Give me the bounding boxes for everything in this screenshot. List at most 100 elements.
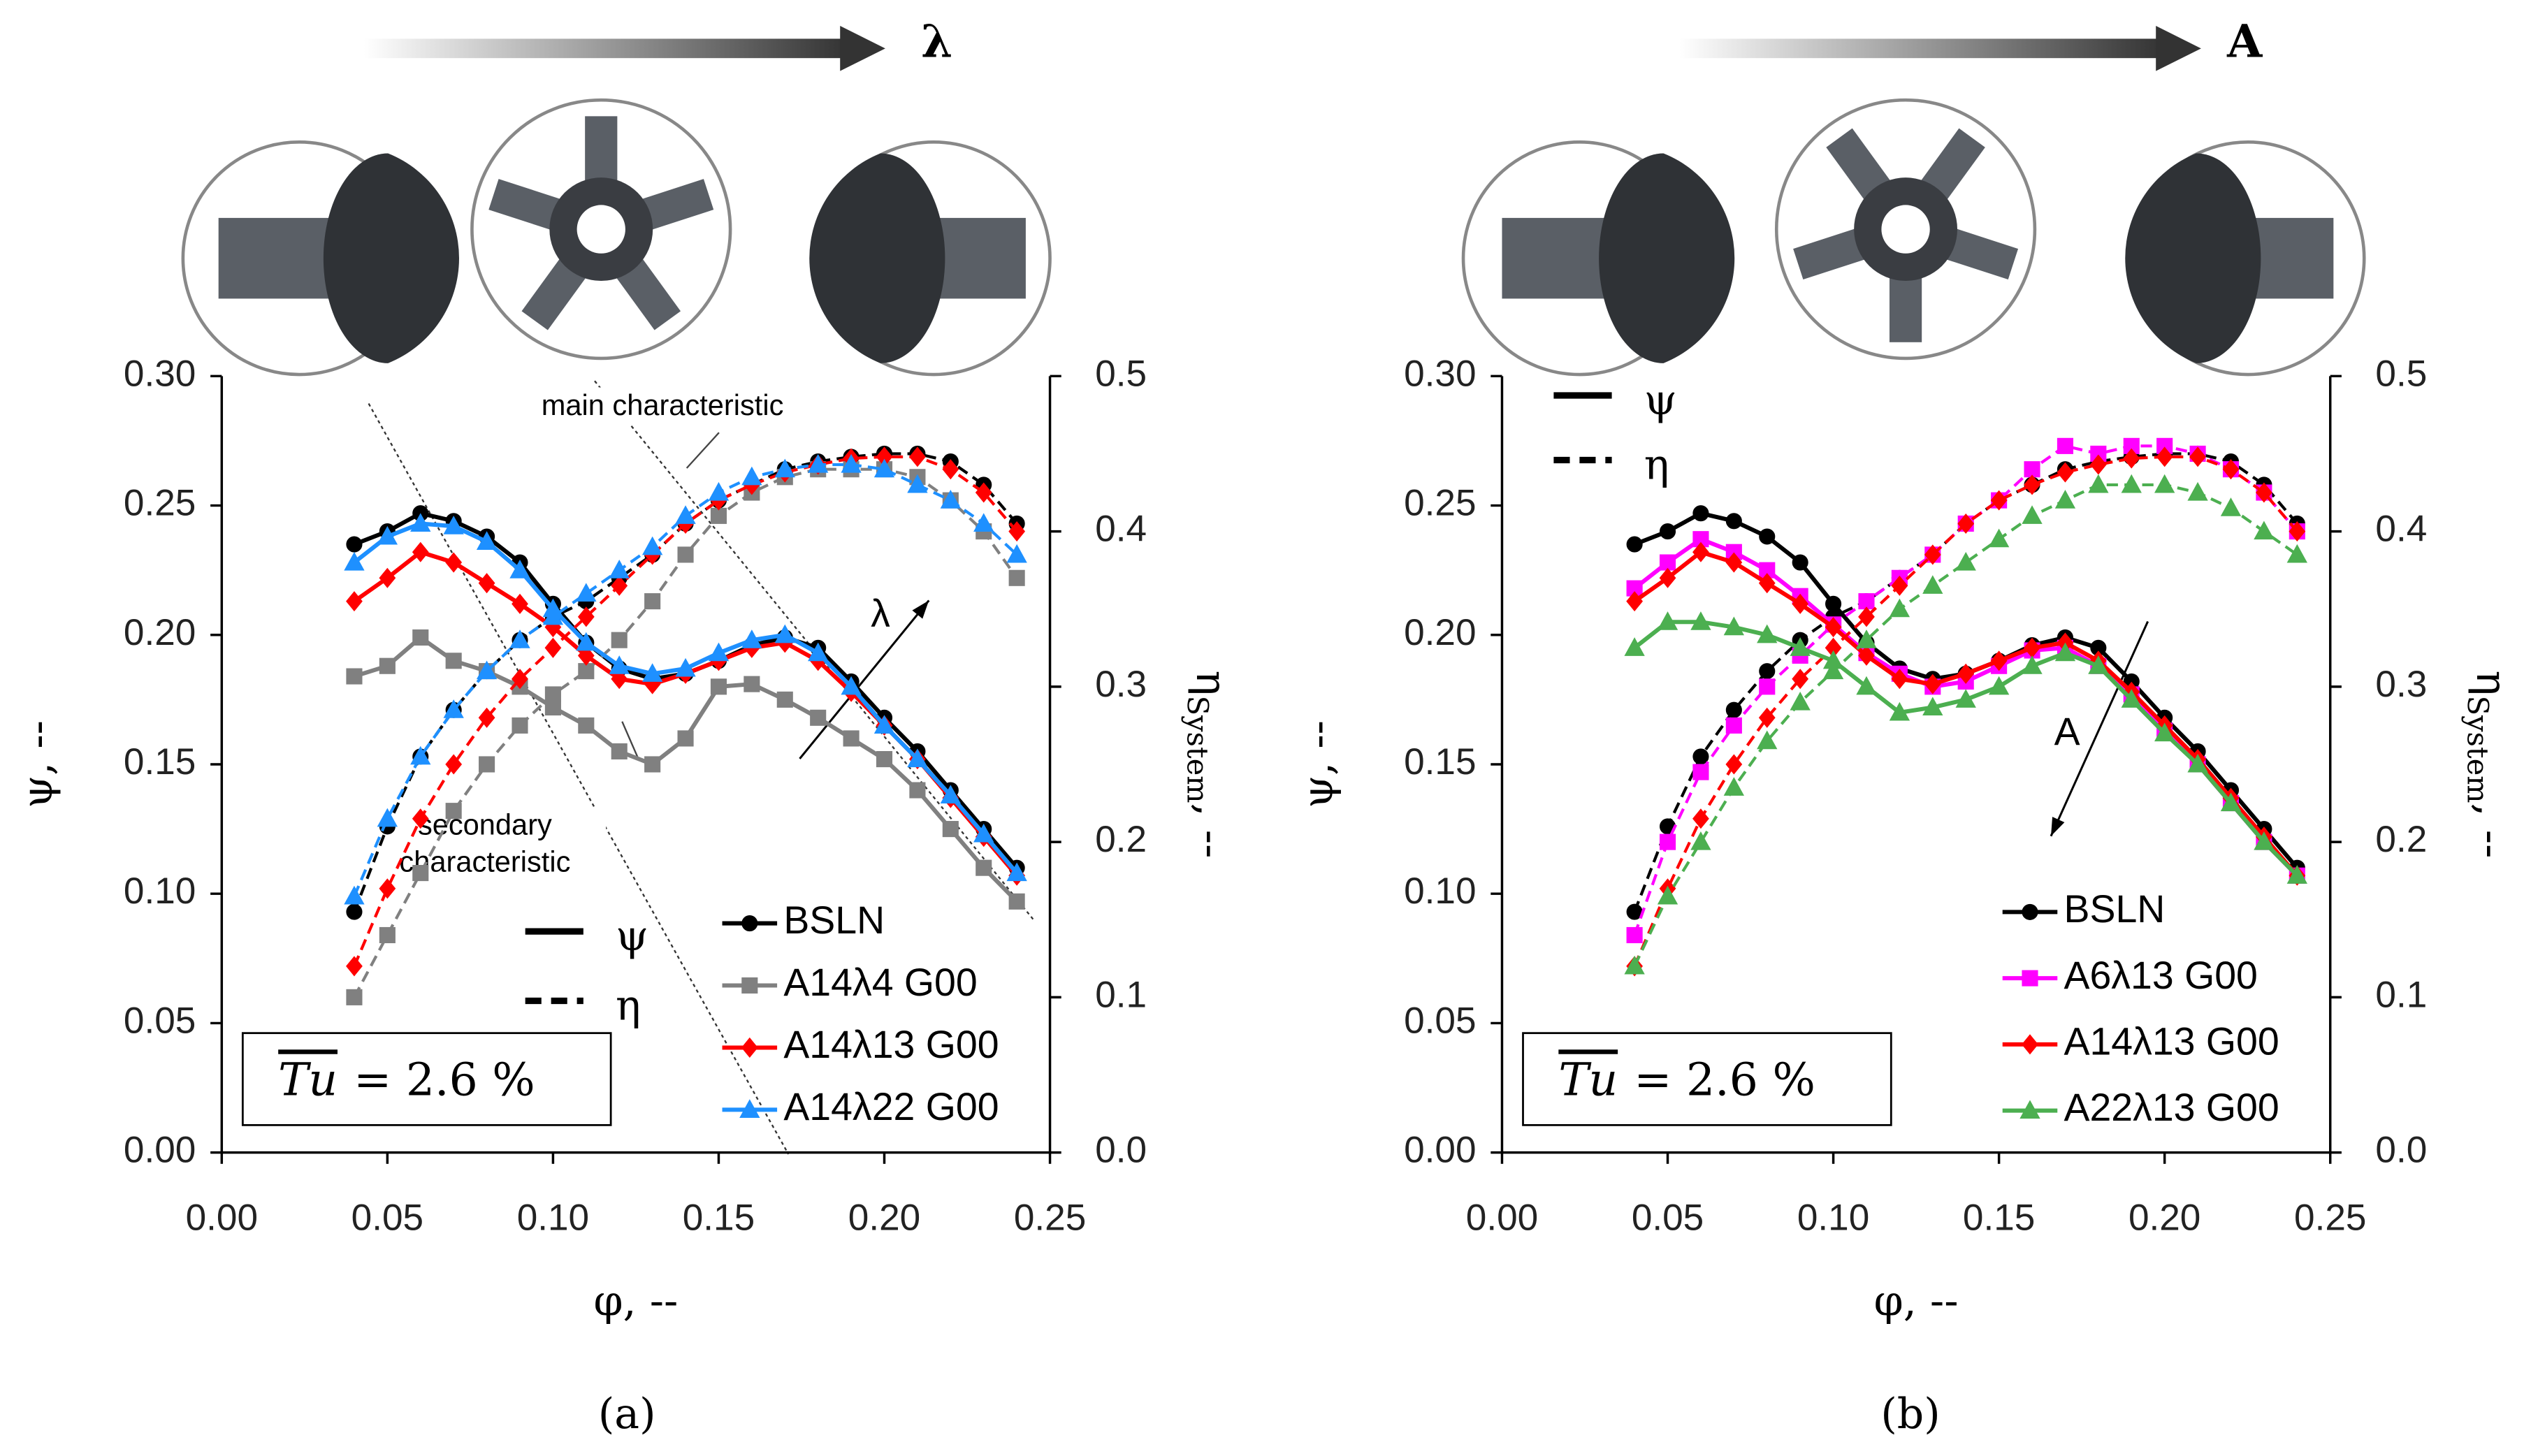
- trend-label: λ: [871, 592, 890, 635]
- marker: [1006, 862, 1027, 882]
- marker: [576, 632, 597, 651]
- y2-tick-label: 0.0: [1095, 1130, 1147, 1171]
- marker: [1624, 637, 1645, 656]
- marker: [675, 505, 696, 524]
- marker: [2123, 448, 2140, 469]
- marker: [641, 536, 663, 555]
- marker: [611, 575, 628, 596]
- marker: [940, 490, 961, 509]
- y-tick-label: 0.20: [1404, 612, 1476, 653]
- marker: [873, 715, 895, 734]
- y2-axis-label: ηSystem, --: [2461, 671, 2516, 859]
- marker: [1856, 629, 1877, 648]
- annotation: main characteristic: [501, 387, 825, 425]
- marker: [2187, 481, 2208, 501]
- tu-symbol: Tu: [278, 1054, 338, 1106]
- marker: [577, 645, 595, 666]
- x-tick-label: 0.20: [2128, 1197, 2200, 1239]
- panel-label: (b): [1880, 1390, 1940, 1439]
- trend-arrowhead: [912, 600, 929, 619]
- marker: [1757, 730, 1778, 750]
- marker: [509, 560, 530, 578]
- marker: [644, 593, 661, 610]
- marker: [810, 709, 827, 726]
- marker: [1858, 645, 1875, 666]
- marker: [1759, 678, 1776, 695]
- marker: [1690, 611, 1711, 630]
- y2-tick-label: 0.3: [1095, 664, 1147, 705]
- marker: [2254, 520, 2275, 540]
- marker: [841, 453, 862, 473]
- marker: [1692, 505, 1709, 522]
- marker: [774, 458, 795, 478]
- marker: [443, 699, 464, 718]
- tu-label: Tu = 2.6 %: [278, 1054, 535, 1106]
- marker: [544, 686, 561, 703]
- y2-tick-label: 0.0: [2375, 1130, 2427, 1171]
- marker: [1759, 528, 1776, 545]
- legend-label: A14λ22 G00: [783, 1085, 999, 1128]
- marker: [379, 567, 396, 588]
- marker: [2019, 1100, 2040, 1119]
- marker: [478, 573, 495, 594]
- y-tick-label: 0.20: [124, 612, 196, 653]
- x-tick-label: 0.10: [517, 1197, 589, 1239]
- y2-tick-label: 0.2: [1095, 819, 1147, 860]
- marker: [843, 730, 860, 747]
- y-tick-label: 0.10: [124, 871, 196, 912]
- marker: [2054, 490, 2076, 509]
- marker: [741, 1037, 758, 1058]
- marker: [1006, 544, 1027, 563]
- marker: [973, 823, 994, 843]
- marker: [808, 453, 829, 473]
- marker: [1659, 833, 1676, 850]
- marker: [907, 474, 928, 493]
- illustrations: [181, 25, 2366, 1155]
- marker: [1922, 575, 1943, 594]
- marker: [2154, 474, 2175, 493]
- marker: [379, 926, 396, 944]
- marker: [1757, 624, 1778, 643]
- marker: [1924, 674, 1941, 694]
- y2-tick-label: 0.1: [2375, 974, 2427, 1015]
- y2-tick-label: 0.4: [2375, 509, 2427, 550]
- y-tick-label: 0.25: [124, 483, 196, 524]
- marker: [2088, 655, 2109, 674]
- marker: [976, 859, 992, 876]
- eta-line: [1633, 483, 2298, 967]
- marker: [346, 536, 363, 553]
- y-tick-label: 0.00: [1404, 1130, 1476, 1171]
- legend-label: A14λ4 G00: [783, 961, 977, 1004]
- marker: [1957, 663, 1975, 684]
- marker: [2088, 474, 2109, 493]
- marker: [1692, 808, 1709, 829]
- marker: [412, 629, 429, 646]
- marker: [1792, 593, 1809, 614]
- top-arrow-label: A: [2226, 15, 2263, 68]
- marker: [346, 668, 363, 685]
- marker: [478, 707, 495, 728]
- y-tick-label: 0.15: [1404, 741, 1476, 782]
- marker: [2022, 1034, 2038, 1055]
- marker: [509, 629, 530, 648]
- tu-label: Tu = 2.6 %: [1558, 1054, 1815, 1106]
- marker: [2054, 642, 2076, 662]
- y-tick-label: 0.15: [124, 741, 196, 782]
- marker: [641, 663, 663, 682]
- marker: [1008, 893, 1025, 910]
- marker: [476, 531, 498, 550]
- tu-box: [1522, 1032, 1892, 1126]
- marker: [379, 657, 396, 674]
- marker: [1891, 669, 1908, 690]
- marker: [876, 751, 893, 768]
- marker: [744, 676, 760, 692]
- marker: [377, 808, 398, 827]
- marker: [1990, 490, 2008, 511]
- marker: [1725, 754, 1743, 775]
- y-tick-label: 0.10: [1404, 871, 1476, 912]
- y2-symbol: η: [2467, 671, 2516, 696]
- marker: [346, 956, 363, 977]
- y-axis-label: ψ, --: [13, 720, 62, 808]
- marker: [2022, 505, 2043, 524]
- marker: [942, 821, 959, 838]
